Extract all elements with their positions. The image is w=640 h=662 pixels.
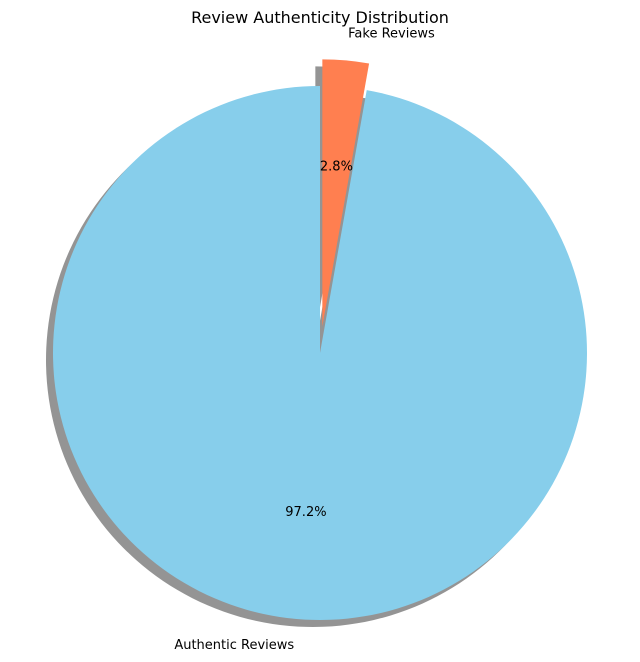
fake-reviews-slice [322, 59, 370, 327]
fake-reviews-label: Fake Reviews [348, 26, 435, 41]
slice-labels: Authentic Reviews 97.2% Fake Reviews 2.8% [174, 26, 435, 653]
fake-reviews-percent-label: 2.8% [320, 159, 353, 174]
slices [53, 59, 587, 620]
authentic-reviews-label: Authentic Reviews [174, 638, 294, 653]
chart-title: Review Authenticity Distribution [191, 8, 449, 27]
authentic-reviews-slice [53, 86, 587, 620]
authentic-reviews-percent-label: 97.2% [285, 505, 326, 520]
